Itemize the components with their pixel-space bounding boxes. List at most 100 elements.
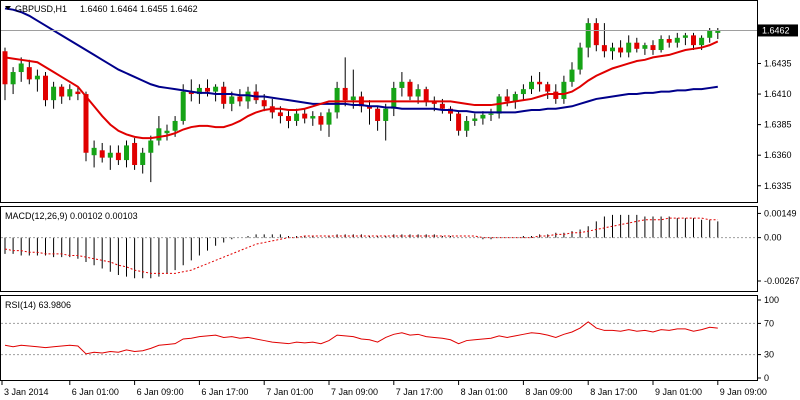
candle-body: [302, 113, 308, 119]
macd-axis-label: -0.00267: [764, 276, 800, 286]
candle-body: [294, 113, 300, 121]
candle-body: [67, 89, 73, 97]
candle-body: [537, 81, 543, 85]
price-axis-label: 1.6410: [764, 89, 792, 99]
candle-body: [375, 108, 381, 121]
candle-body: [350, 96, 356, 101]
last-price-label: 1.6462: [762, 25, 790, 35]
candle-body: [115, 152, 121, 161]
candle-body: [107, 152, 113, 158]
candle-body: [682, 35, 688, 38]
candle-body: [715, 30, 721, 33]
candle-body: [43, 75, 48, 101]
macd-axis-label: 0.00: [764, 233, 782, 243]
slow-moving-average-line: [4, 7, 718, 114]
candle-body: [464, 120, 470, 131]
candle-body: [75, 91, 81, 95]
time-axis-label: 8 Jan 17:00: [590, 387, 637, 397]
candle-body: [99, 150, 105, 158]
candle-body: [383, 108, 389, 121]
rsi-axis-label: 70: [764, 318, 774, 328]
time-axis-label: 6 Jan 09:00: [137, 387, 184, 397]
candle-body: [585, 23, 591, 48]
time-axis-label: 9 Jan 01:00: [655, 387, 702, 397]
candle-body: [91, 147, 97, 156]
candle-body: [610, 47, 615, 52]
candle-body: [658, 39, 664, 51]
candle-body: [520, 89, 526, 95]
time-axis-label: 7 Jan 01:00: [266, 387, 313, 397]
candle-body: [132, 142, 138, 165]
ohlc-readout: 1.6460 1.6464 1.6455 1.6462: [80, 4, 198, 14]
candle-body: [286, 116, 291, 121]
last-price-box: [758, 24, 798, 37]
candle-body: [334, 87, 340, 113]
time-axis-label: 9 Jan 09:00: [720, 387, 767, 397]
price-axis-label: 1.6335: [764, 181, 792, 191]
rsi-pane-frame: [0, 295, 758, 381]
candle-body: [124, 145, 129, 161]
candle-body: [496, 96, 502, 114]
candle-body: [553, 91, 559, 99]
candle-body: [634, 42, 640, 49]
candle-body: [229, 96, 235, 104]
candle-body: [156, 128, 162, 141]
candle-body: [277, 112, 283, 117]
candle-body: [666, 39, 672, 43]
candle-body: [318, 116, 324, 125]
rsi-axis-label: 0: [764, 373, 769, 383]
candle-body: [561, 81, 567, 99]
candle-body: [2, 51, 8, 85]
time-axis-label: 7 Jan 09:00: [331, 387, 378, 397]
candle-body: [391, 87, 397, 109]
price-axis-label: 1.6360: [764, 150, 792, 160]
candle-body: [399, 81, 405, 88]
candle-body: [18, 63, 24, 73]
candle-body: [480, 114, 486, 119]
time-axis-label: 8 Jan 09:00: [525, 387, 572, 397]
candle-body: [618, 47, 624, 53]
candle-body: [577, 47, 583, 70]
candle-body: [642, 45, 648, 49]
candle-body: [545, 84, 551, 92]
candle-body: [415, 89, 421, 97]
candle-body: [180, 91, 186, 121]
candle-body: [674, 37, 680, 43]
candle-body: [448, 108, 453, 114]
candle-body: [512, 94, 518, 102]
fast-moving-average-line: [4, 40, 719, 140]
candle-body: [261, 100, 267, 107]
collapse-triangle-icon[interactable]: [5, 6, 11, 10]
candle-body: [172, 120, 178, 131]
candle-body: [707, 30, 713, 38]
price-axis-label: 1.6435: [764, 58, 792, 68]
candle-body: [164, 130, 170, 134]
candle-body: [196, 87, 202, 95]
candle-body: [326, 112, 332, 125]
candle-body: [51, 86, 57, 101]
candle-body: [650, 45, 656, 51]
time-axis-label: 6 Jan 17:00: [201, 387, 248, 397]
candle-body: [593, 23, 599, 46]
candle-body: [529, 81, 534, 90]
candle-body: [367, 106, 372, 109]
candle-body: [237, 96, 243, 102]
candle-body: [439, 103, 445, 109]
candle-body: [407, 81, 413, 97]
rsi-axis-label: 100: [764, 295, 779, 305]
candle-body: [140, 152, 146, 165]
time-axis-label: 3 Jan 2014: [4, 387, 49, 397]
candle-body: [10, 72, 16, 85]
time-axis-label: 6 Jan 01:00: [72, 387, 119, 397]
candle-body: [601, 45, 607, 52]
candle-body: [456, 113, 462, 131]
macd-title: MACD(12,26,9) 0.00102 0.00103: [5, 211, 138, 221]
macd-axis-label: 0.00149: [764, 208, 797, 218]
candle-body: [626, 42, 632, 53]
candle-body: [148, 140, 154, 153]
candle-body: [488, 113, 494, 115]
candle-body: [342, 87, 348, 101]
candle-body: [59, 86, 65, 97]
candle-body: [569, 69, 575, 82]
